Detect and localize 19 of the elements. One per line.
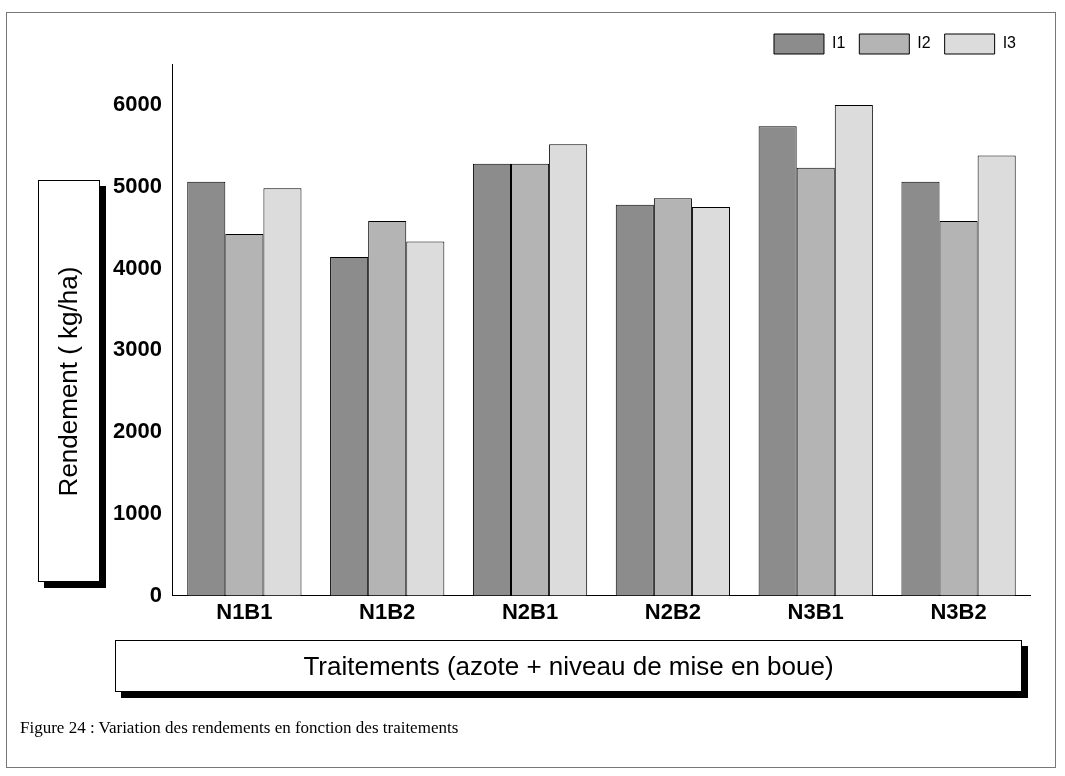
legend-label: I2: [917, 34, 931, 52]
legend-label: I3: [1002, 34, 1017, 52]
x-tick-label: N2B1: [501, 598, 559, 624]
y-axis-title: Rendement ( kg/ha): [53, 266, 85, 496]
caption: Figure 24 : Variation des rendements en fonction des traitements: [20, 718, 459, 738]
x-tick-label: N1B1: [216, 598, 273, 624]
y-tick-label: 1000: [112, 499, 162, 525]
x-tick-label: N2B2: [644, 598, 702, 624]
x-axis-title: Traitements (azote + niveau de mise en boue): [115, 640, 1022, 692]
y-tick-label: 4000: [112, 254, 162, 280]
y-tick-label: 3000: [112, 336, 162, 362]
x-tick-label: N3B2: [930, 598, 987, 624]
y-tick-label: 5000: [112, 172, 162, 198]
y-tick-label: 6000: [112, 90, 162, 116]
x-tick-label: N1B2: [359, 598, 416, 624]
y-tick-label: 2000: [112, 418, 162, 444]
x-tick-label: N3B1: [787, 598, 844, 624]
legend-label: I1: [831, 34, 846, 52]
y-tick-label: 0: [149, 581, 162, 607]
